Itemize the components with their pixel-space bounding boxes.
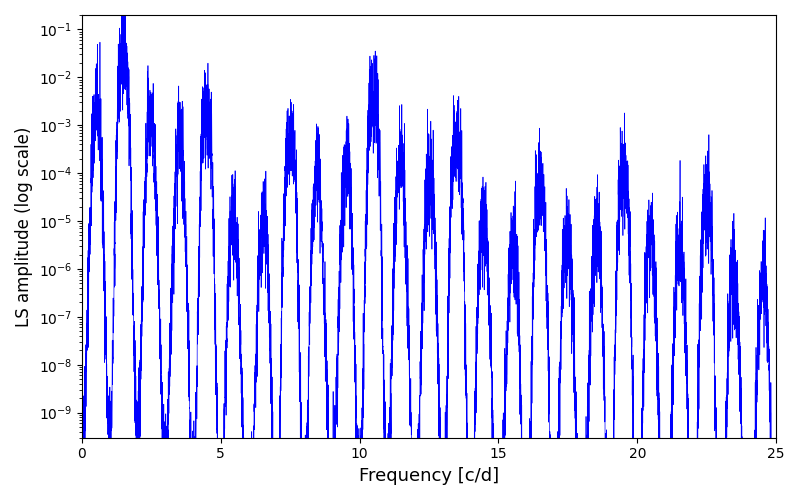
Y-axis label: LS amplitude (log scale): LS amplitude (log scale) xyxy=(15,126,33,326)
X-axis label: Frequency [c/d]: Frequency [c/d] xyxy=(359,467,499,485)
